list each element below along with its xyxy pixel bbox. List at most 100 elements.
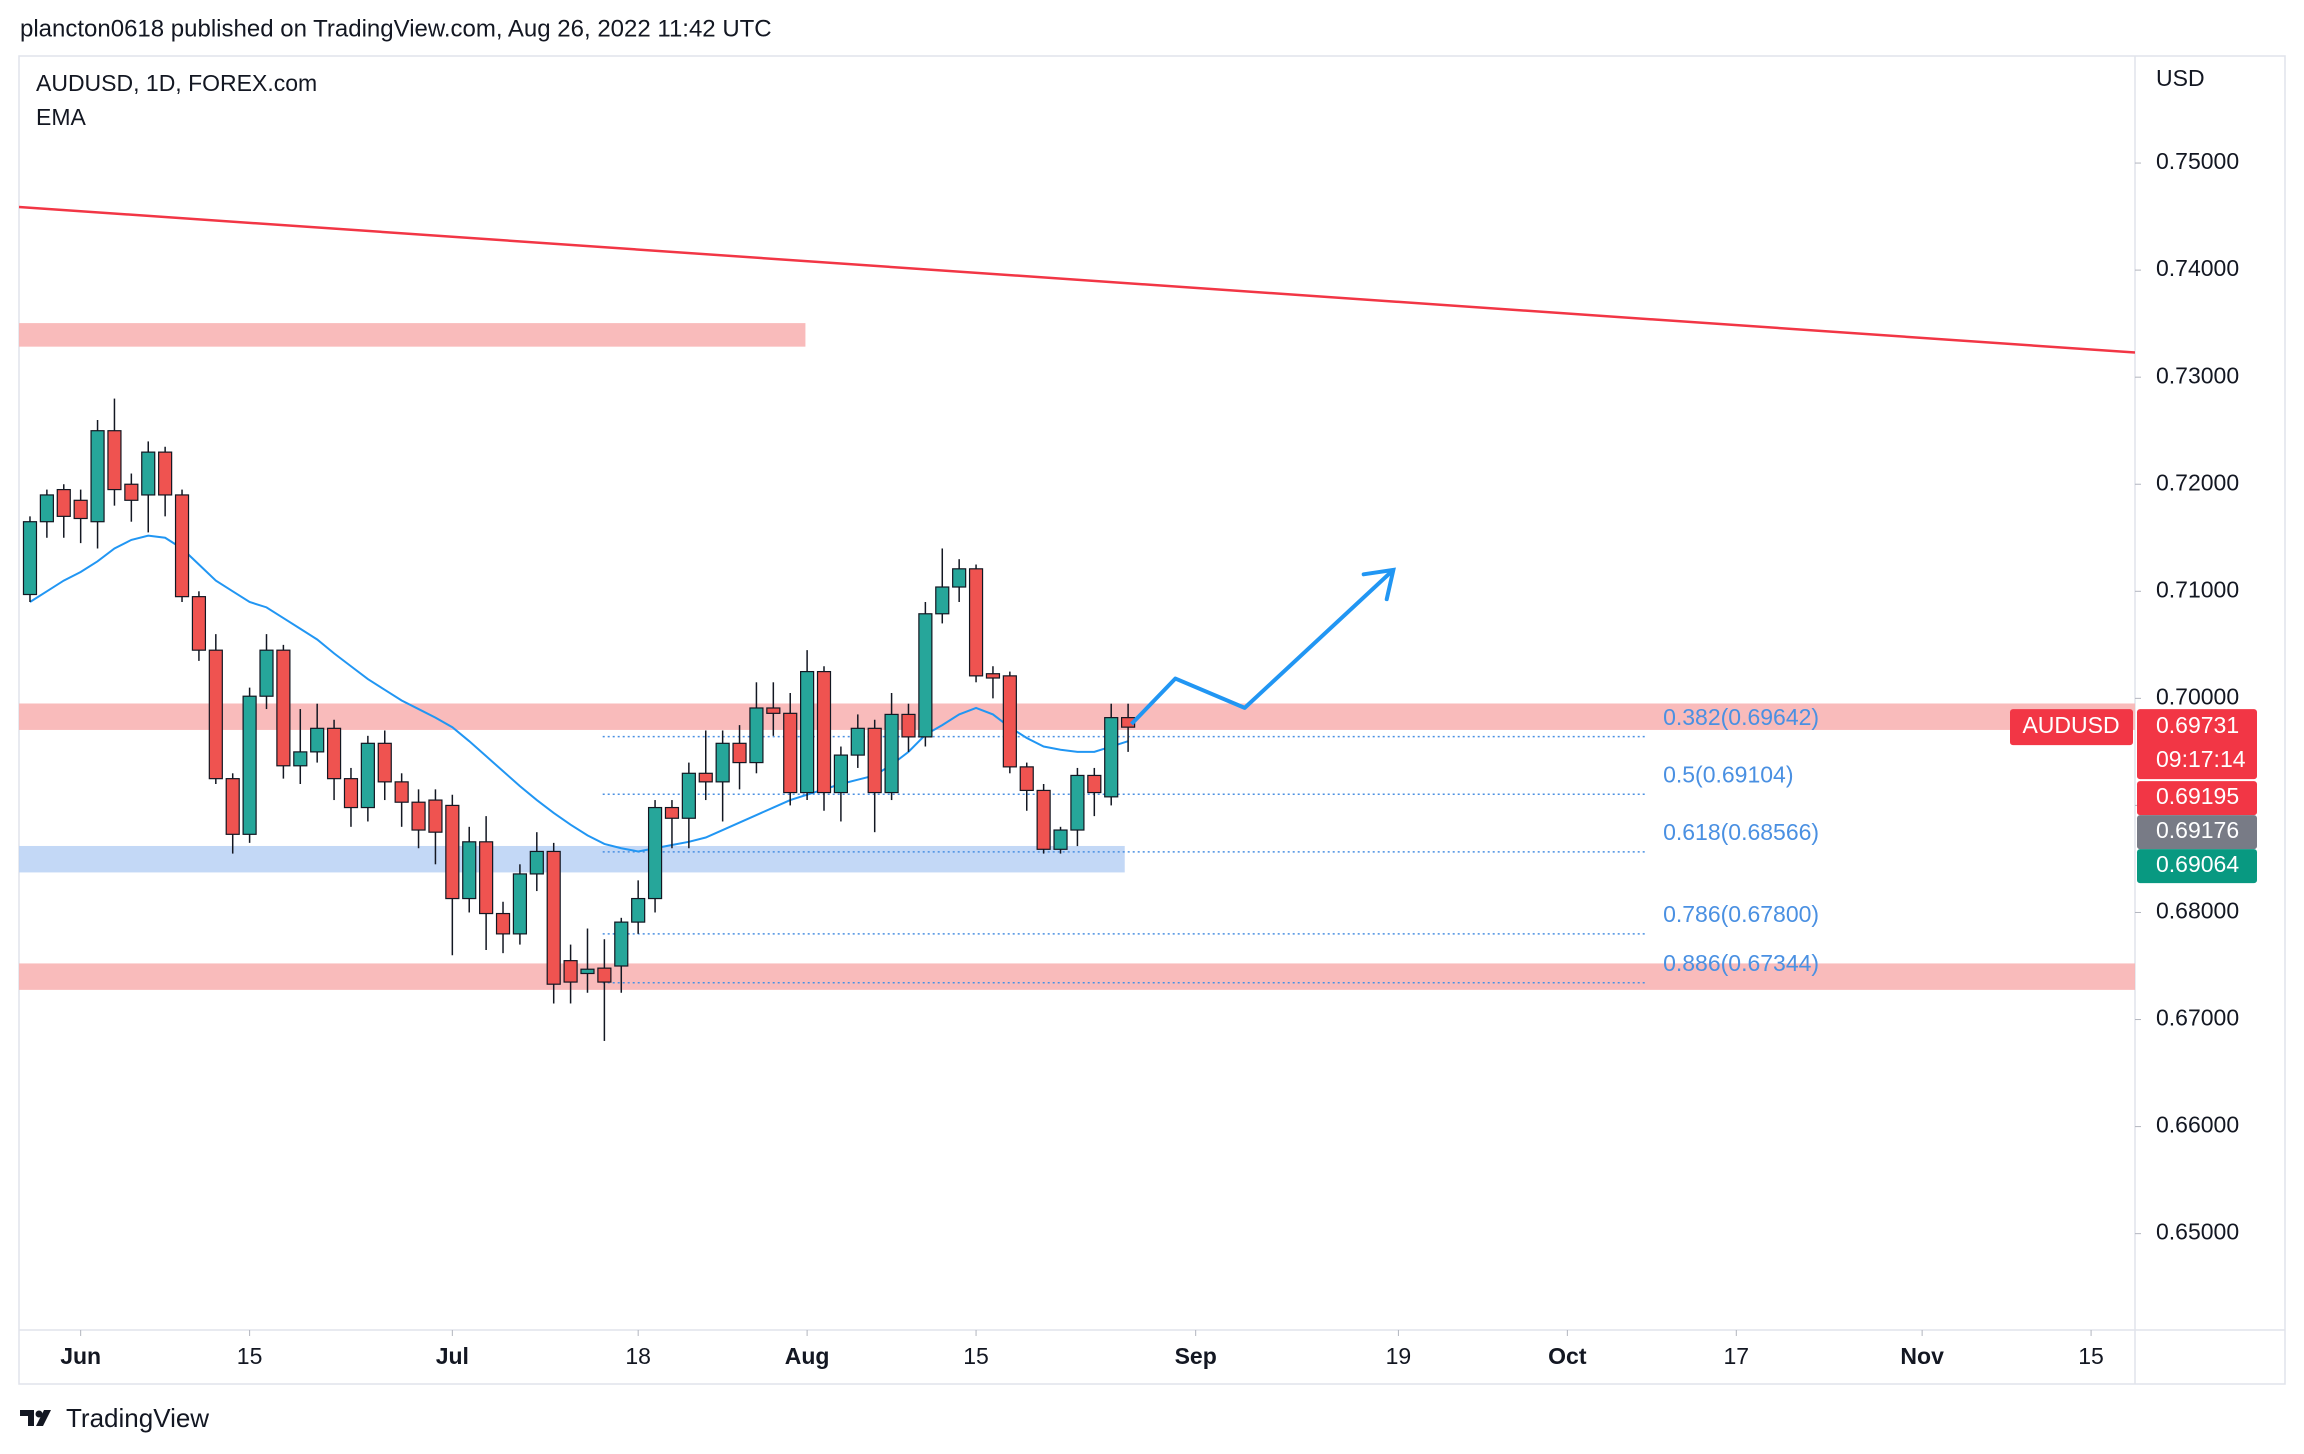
candle-body — [1036, 789, 1051, 850]
fib-label: 0.786(0.67800) — [1663, 901, 1819, 927]
candle-body — [208, 649, 223, 780]
candle-body — [647, 806, 663, 900]
candle-body — [1087, 774, 1102, 794]
candle-body — [1053, 829, 1068, 850]
candle-body — [867, 727, 882, 794]
candle-body — [158, 451, 173, 496]
candle-body — [1019, 766, 1034, 792]
candle-body — [90, 430, 105, 523]
candle-body — [749, 707, 764, 764]
candle-body — [107, 430, 122, 491]
y-tick-label: 0.72000 — [2156, 469, 2239, 495]
candle-body — [141, 451, 156, 496]
price-tag — [2137, 781, 2257, 816]
candle-body — [39, 494, 54, 523]
candle-body — [800, 670, 815, 794]
candle-body — [56, 488, 71, 517]
x-tick-label: Aug — [785, 1343, 830, 1369]
projection-path — [1130, 568, 1395, 726]
symbol-tag-label: AUDUSD — [2022, 712, 2119, 738]
x-tick-label: Sep — [1175, 1343, 1217, 1369]
candle-body — [901, 713, 916, 738]
countdown-label: 09:17:14 — [2156, 746, 2246, 772]
ema-line — [29, 534, 1129, 853]
symbol-tag — [2010, 709, 2133, 746]
candle-body — [664, 806, 680, 819]
price-tag-label: 0.69176 — [2156, 817, 2239, 843]
y-tick-label: 0.70000 — [2156, 683, 2239, 709]
fib-label: 0.382(0.69642) — [1663, 704, 1819, 730]
x-tick-label: 17 — [1723, 1343, 1749, 1369]
candle-body — [242, 695, 257, 835]
candle-body — [952, 568, 967, 588]
x-tick-label: 19 — [1386, 1343, 1412, 1369]
x-tick-label: Jun — [60, 1343, 101, 1369]
candle-body — [597, 967, 612, 983]
candle-body — [512, 873, 528, 935]
candle-body — [681, 772, 696, 819]
y-tick-label: 0.67000 — [2156, 1005, 2239, 1031]
publish-header: plancton0618 published on TradingView.co… — [20, 15, 772, 42]
zone — [19, 323, 806, 347]
candle-body — [546, 850, 561, 985]
trend-line — [19, 205, 2135, 354]
plot-area — [19, 205, 2135, 1041]
candle-body — [935, 586, 950, 615]
candle-body — [766, 707, 781, 714]
candle-body — [326, 727, 342, 780]
price-tag-label: 0.69195 — [2156, 783, 2239, 809]
x-tick-label: 15 — [963, 1343, 989, 1369]
candle-body — [22, 521, 38, 596]
candle-body — [428, 799, 443, 833]
x-tick-label: 15 — [2078, 1343, 2104, 1369]
candle-body — [293, 751, 308, 767]
candle-body — [479, 841, 494, 915]
tradingview-logo — [20, 1410, 51, 1426]
currency-label: USD — [2156, 65, 2205, 91]
x-tick-label: Oct — [1548, 1343, 1587, 1369]
fib-label: 0.5(0.69104) — [1663, 761, 1793, 787]
candle-body — [529, 850, 544, 875]
x-tick-label: 15 — [237, 1343, 263, 1369]
candle-body — [985, 673, 1001, 679]
y-tick-label: 0.74000 — [2156, 255, 2239, 281]
candle-body — [631, 897, 646, 923]
indicator-name: EMA — [36, 104, 87, 130]
candle-body — [360, 742, 375, 809]
candle-body — [614, 921, 629, 967]
last-price-tag — [2137, 709, 2257, 780]
fib-label: 0.886(0.67344) — [1663, 950, 1819, 976]
candle-body — [462, 841, 477, 900]
candle-body — [259, 649, 274, 697]
last-price-label: 0.69731 — [2156, 712, 2239, 738]
candle-body — [73, 499, 88, 520]
fib-label: 0.618(0.68566) — [1663, 819, 1819, 845]
candle-body — [732, 742, 747, 764]
y-tick-label: 0.73000 — [2156, 362, 2239, 388]
y-tick-label: 0.65000 — [2156, 1219, 2239, 1245]
candle-body — [174, 494, 190, 598]
candle-body — [816, 670, 832, 794]
candle-body — [191, 596, 207, 651]
x-tick-label: Nov — [1900, 1343, 1944, 1369]
x-tick-label: Jul — [436, 1343, 469, 1369]
candle-body — [495, 912, 511, 935]
candle-body — [1002, 675, 1017, 768]
candle-body — [1104, 717, 1119, 798]
candle-body — [580, 968, 595, 975]
projection-arrowhead — [1361, 567, 1396, 602]
y-tick-label: 0.66000 — [2156, 1112, 2239, 1138]
candle-body — [715, 742, 730, 783]
candle-body — [1070, 774, 1085, 831]
candle-body — [411, 801, 426, 831]
candle-body — [343, 778, 359, 809]
y-tick-label: 0.68000 — [2156, 898, 2239, 924]
zone — [19, 845, 1125, 873]
candle-body — [276, 649, 291, 767]
candle-body — [968, 568, 984, 677]
candle-body — [445, 804, 460, 900]
zone — [19, 703, 2135, 730]
candle-body — [783, 712, 798, 794]
candle-body — [850, 727, 865, 756]
